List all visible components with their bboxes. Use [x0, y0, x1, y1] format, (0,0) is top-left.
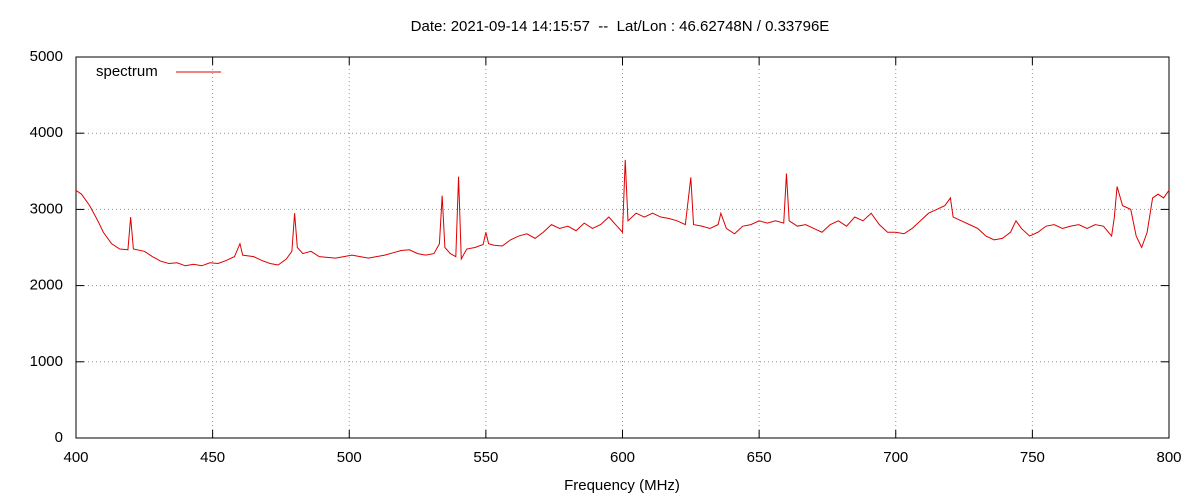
data-line [75, 159, 1170, 267]
y-tick-label: 1000 [30, 353, 63, 370]
chart-title: Date: 2021-09-14 14:15:57 -- Lat/Lon : 4… [411, 18, 830, 35]
x-tick-label: 750 [1020, 449, 1045, 466]
legend-label: spectrum [96, 63, 158, 80]
x-tick-label: 450 [200, 449, 225, 466]
x-tick-label: 700 [883, 449, 908, 466]
plot-frame [75, 56, 1170, 439]
x-tick-label: 500 [337, 449, 362, 466]
x-tick-label: 600 [610, 449, 635, 466]
x-tick-label: 800 [1156, 449, 1181, 466]
y-tick-label: 4000 [30, 124, 63, 141]
x-tick-label: 400 [63, 449, 88, 466]
y-tick-label: 5000 [30, 48, 63, 65]
y-tick-label: 0 [55, 429, 63, 446]
x-tick-label: 550 [473, 449, 498, 466]
x-tick-label: 650 [747, 449, 772, 466]
y-tick-label: 2000 [30, 277, 63, 294]
y-tick-label: 3000 [30, 200, 63, 217]
x-axis-label: Frequency (MHz) [564, 477, 680, 494]
